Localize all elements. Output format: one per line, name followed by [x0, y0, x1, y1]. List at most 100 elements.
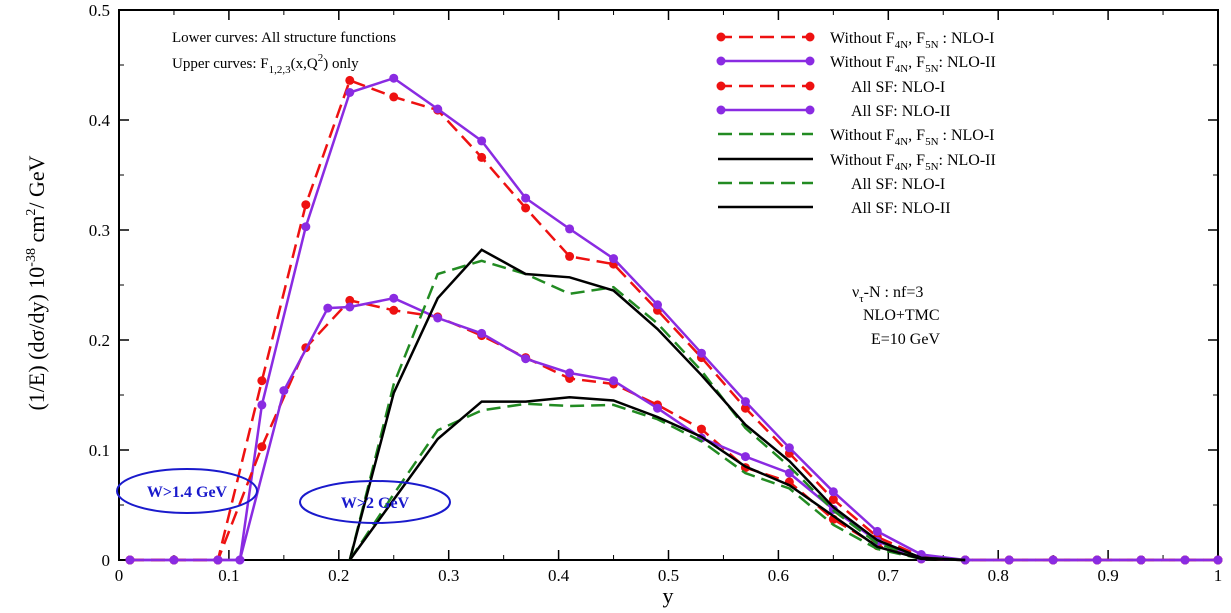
series-5: [348, 259, 966, 562]
data-point: [477, 136, 487, 146]
data-point: [345, 88, 355, 97]
data-point: [609, 376, 619, 386]
data-point: [213, 555, 223, 565]
x-tick-label: 0.2: [328, 566, 349, 585]
legend-swatch-marker: [716, 81, 726, 91]
legend-entry: Without F4N, F5N : NLO-I: [718, 127, 995, 148]
data-point: [301, 200, 311, 210]
axis-ticks: 0 0.1 0.2 0.3 0.4 0.5 0.6 0.7 0.8 0.9 1 0 0.1 0.2 0.3 0…: [89, 1, 1223, 585]
series-4: [125, 293, 1223, 565]
series-2: [125, 73, 1223, 565]
legend-swatch-marker: [805, 105, 815, 115]
y-tick-label: 0.4: [89, 111, 111, 130]
data-point: [828, 495, 838, 504]
data-point: [389, 305, 399, 315]
data-point: [740, 452, 750, 462]
data-point: [257, 376, 267, 386]
legend-entry: All SF: NLO-II: [718, 200, 951, 217]
x-tick-label: 0.7: [878, 566, 900, 585]
legend: Without F4N, F5N : NLO-I Without F4N, F5N…: [716, 30, 996, 217]
x-tick-label: 0.6: [768, 566, 789, 585]
data-point: [521, 193, 531, 203]
data-point: [828, 487, 838, 497]
data-point: [1004, 555, 1014, 565]
series-line: [130, 299, 1218, 562]
y-axis-label: (1/E) (dσ/dy) 10-38 cm2/ GeV: [24, 155, 49, 410]
legend-label: Without F4N, F5N : NLO-I: [830, 30, 995, 51]
data-point: [1092, 555, 1102, 565]
plot-frame: [118, 9, 1219, 561]
data-point: [872, 526, 882, 536]
legend-entry: All SF: NLO-I: [718, 176, 945, 193]
legend-swatch-marker: [805, 56, 815, 66]
x-tick-label: 0.5: [658, 566, 679, 585]
data-point: [389, 293, 399, 303]
legend-entry: Without F4N, F5N: NLO-II: [718, 152, 996, 173]
y-tick-label: 0.5: [89, 1, 110, 20]
data-point: [235, 555, 245, 565]
data-point: [784, 468, 794, 478]
data-point: [345, 75, 355, 85]
series-line: [130, 76, 1218, 562]
data-point: [125, 555, 135, 565]
y-tick-label: 0.3: [89, 221, 110, 240]
data-point: [169, 555, 179, 565]
data-point: [477, 152, 487, 162]
data-point: [389, 92, 399, 102]
data-point: [740, 397, 750, 407]
series-1: [125, 75, 1223, 565]
y-tick-label: 0.1: [89, 441, 110, 460]
data-point: [257, 442, 267, 452]
data-point: [389, 73, 399, 83]
legend-swatch-marker: [716, 32, 726, 42]
data-point: [696, 424, 706, 434]
legend-label: All SF: NLO-II: [851, 200, 951, 217]
series-layer: [125, 73, 1223, 565]
series-line: [130, 296, 1218, 562]
legend-label: All SF: NLO-II: [851, 103, 951, 120]
legend-entry: Without F4N, F5N: NLO-II: [716, 54, 996, 75]
series-8: [348, 395, 966, 562]
legend-label: All SF: NLO-I: [851, 176, 945, 193]
legend-swatch-marker: [716, 105, 726, 115]
data-point: [257, 400, 267, 410]
legend-swatch-marker: [805, 81, 815, 91]
legend-swatch-marker: [805, 32, 815, 42]
legend-label: All SF: NLO-I: [851, 79, 945, 96]
legend-entry: All SF: NLO-I: [716, 79, 945, 96]
data-point: [1213, 555, 1223, 565]
data-point: [1136, 555, 1146, 565]
data-point: [1180, 555, 1190, 565]
data-point: [477, 328, 487, 338]
legend-label: Without F4N, F5N : NLO-I: [830, 127, 995, 148]
series-line: [348, 395, 966, 562]
data-point: [960, 555, 970, 565]
annotation-energy: E=10 GeV: [871, 331, 940, 348]
data-point: [433, 104, 443, 114]
data-point: [740, 403, 750, 413]
annotation-lower-curves: Lower curves: All structure functions: [172, 30, 396, 46]
legend-entry: Without F4N, F5N : NLO-I: [716, 30, 995, 51]
cut-w14-ellipse: [116, 468, 258, 514]
cut-w2-ellipse: [299, 480, 451, 524]
data-point: [696, 348, 706, 358]
x-tick-label: 1: [1214, 566, 1223, 585]
legend-label: Without F4N, F5N: NLO-II: [830, 152, 996, 173]
cut-w14-label: W>1.4 GeV: [147, 484, 228, 501]
series-line: [130, 78, 1218, 562]
data-point: [521, 354, 531, 364]
x-tick-label: 0: [115, 566, 124, 585]
data-point: [323, 303, 333, 313]
data-point: [521, 203, 531, 213]
data-point: [609, 254, 619, 264]
x-tick-label: 0.1: [218, 566, 239, 585]
data-point: [1048, 555, 1058, 565]
x-tick-label: 0.8: [988, 566, 1009, 585]
data-point: [653, 403, 663, 413]
series-line: [348, 259, 966, 562]
series-3: [125, 295, 1223, 565]
legend-swatch-marker: [716, 56, 726, 66]
series-7: [348, 402, 966, 562]
cut-w2-label: W>2 GeV: [341, 495, 410, 512]
